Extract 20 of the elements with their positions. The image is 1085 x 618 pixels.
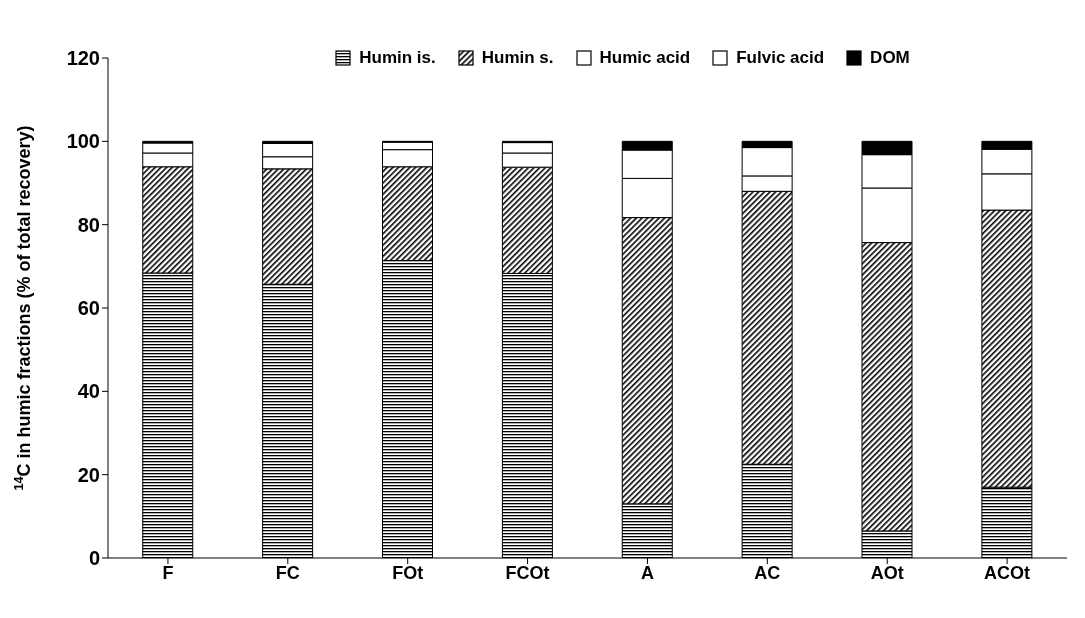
- x-tick-label: FCOt: [505, 562, 550, 583]
- x-tick-label: FC: [275, 562, 300, 583]
- y-tick-label: 80: [77, 213, 100, 236]
- y-tick-label: 100: [66, 130, 100, 153]
- y-tick-label: 40: [77, 380, 100, 403]
- x-tick-label: FOt: [392, 562, 424, 583]
- x-tick-label: AOt: [870, 562, 904, 583]
- y-tick-label: 120: [66, 47, 100, 70]
- legend-label: Humin is.: [359, 48, 436, 68]
- x-tick-label: ACOt: [984, 562, 1031, 583]
- legend-label: DOM: [870, 48, 910, 68]
- legend-label: Fulvic acid: [736, 48, 825, 68]
- x-tick-label: A: [640, 562, 654, 583]
- x-tick-label: AC: [754, 562, 781, 583]
- x-tick-label: F: [162, 562, 174, 583]
- y-tick-label: 0: [88, 547, 100, 570]
- y-tick-label: 20: [77, 463, 100, 486]
- legend-label: Humic acid: [599, 48, 691, 68]
- legend-label: Humin s.: [481, 48, 554, 68]
- y-tick-label: 60: [77, 297, 100, 320]
